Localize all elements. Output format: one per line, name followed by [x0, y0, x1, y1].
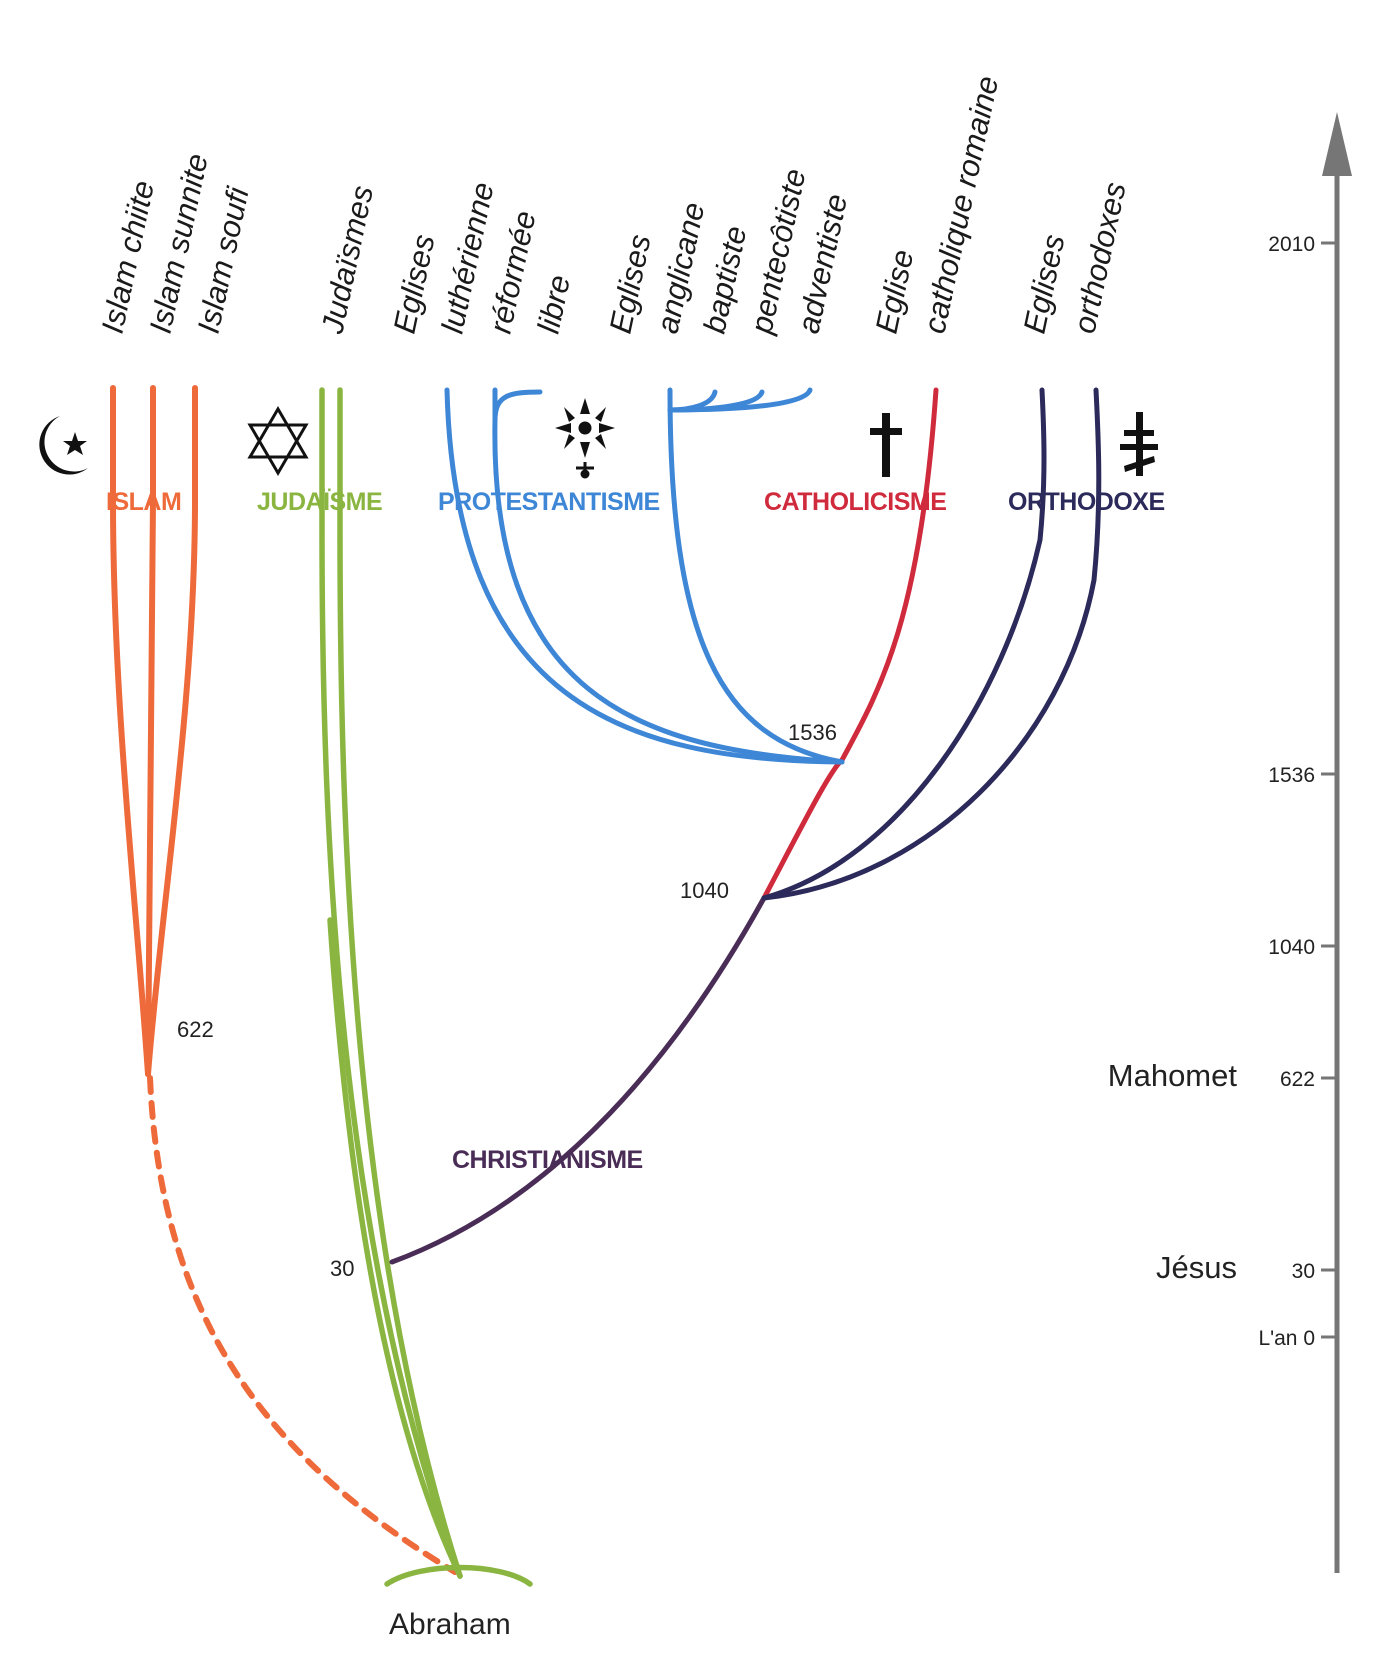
year-reformation: 1536 — [788, 720, 837, 745]
timeline-axis: 2010 1536 1040 622 Mahomet 30 Jésus L'an 0 — [1108, 112, 1352, 1573]
tick-label-30: 30 — [1292, 1260, 1315, 1283]
huguenot-cross-icon — [555, 398, 615, 478]
christianity-line — [392, 898, 764, 1262]
year-schism: 1040 — [680, 878, 729, 903]
catholic-branch — [764, 390, 936, 898]
label-eglises-orth: Eglises — [1017, 231, 1072, 336]
islam-dashed-origin — [150, 1078, 455, 1572]
protestant-anglican-line — [670, 390, 842, 762]
protestant-1-branch-labels: Eglises luthérienne réformée libre — [387, 179, 577, 336]
label-eglise-cath: Eglise — [869, 247, 921, 337]
timeline-person-622: Mahomet — [1108, 1058, 1238, 1093]
islam-branch-labels: Islam chiite Islam sunnite Islam soufi — [95, 151, 256, 337]
protestant-2-branch-labels: Eglises anglicane baptiste pentecôtiste … — [603, 166, 855, 338]
group-label-judaism: JUDAÏSME — [257, 488, 382, 516]
year-islam: 622 — [177, 1017, 214, 1042]
label-eglises-p1: Eglises — [387, 231, 442, 336]
group-label-christianity: CHRISTIANISME — [452, 1146, 643, 1174]
tick-label-2010: 2010 — [1268, 233, 1315, 256]
origin-abraham: Abraham — [389, 1608, 511, 1641]
tick-label-622: 622 — [1280, 1068, 1315, 1091]
religion-family-tree: Islam chiite Islam sunnite Islam soufi J… — [0, 0, 1386, 1670]
label-eglises-p2: Eglises — [603, 231, 658, 336]
timeline-ticks: 2010 1536 1040 622 Mahomet 30 Jésus L'an 0 — [1108, 233, 1337, 1350]
orthodox-branch-labels: Eglises orthodoxes — [1017, 179, 1133, 336]
protestant-branches — [447, 390, 842, 762]
catholic-branch-labels: Eglise catholique romaine — [869, 73, 1006, 337]
judaism-line-3 — [330, 920, 460, 1576]
group-label-islam: ISLAM — [106, 488, 181, 516]
protestant-lutheran-line — [447, 390, 842, 762]
group-label-protestantism: PROTESTANTISME — [438, 488, 660, 516]
timeline-arrowhead — [1322, 112, 1352, 176]
group-label-orthodox: ORTHODOXE — [1008, 488, 1165, 516]
tick-label-0: L'an 0 — [1258, 1327, 1315, 1350]
label-orthodoxes: orthodoxes — [1067, 179, 1133, 336]
orthodox-cross-icon — [1120, 412, 1158, 476]
tick-label-1040: 1040 — [1268, 936, 1315, 959]
christianity-trunk — [392, 898, 764, 1262]
label-judaismes: Judaïsmes — [314, 183, 380, 338]
label-libre: libre — [531, 272, 577, 337]
latin-cross-icon — [870, 413, 902, 477]
timeline-person-30: Jésus — [1156, 1250, 1237, 1285]
label-catholique-romaine: catholique romaine — [917, 73, 1006, 337]
catholic-line — [764, 390, 936, 898]
star-of-david-icon — [250, 409, 306, 473]
group-label-catholicism: CATHOLICISME — [764, 488, 946, 516]
judaism-branch-labels: Judaïsmes — [314, 183, 380, 338]
crescent-star-icon — [39, 416, 88, 475]
protestant-reformed-line — [495, 392, 842, 762]
year-christianity: 30 — [330, 1256, 354, 1281]
diagram-canvas: Islam chiite Islam sunnite Islam soufi J… — [0, 0, 1386, 1670]
judaism-branches — [322, 390, 530, 1584]
tick-label-1536: 1536 — [1268, 764, 1315, 787]
